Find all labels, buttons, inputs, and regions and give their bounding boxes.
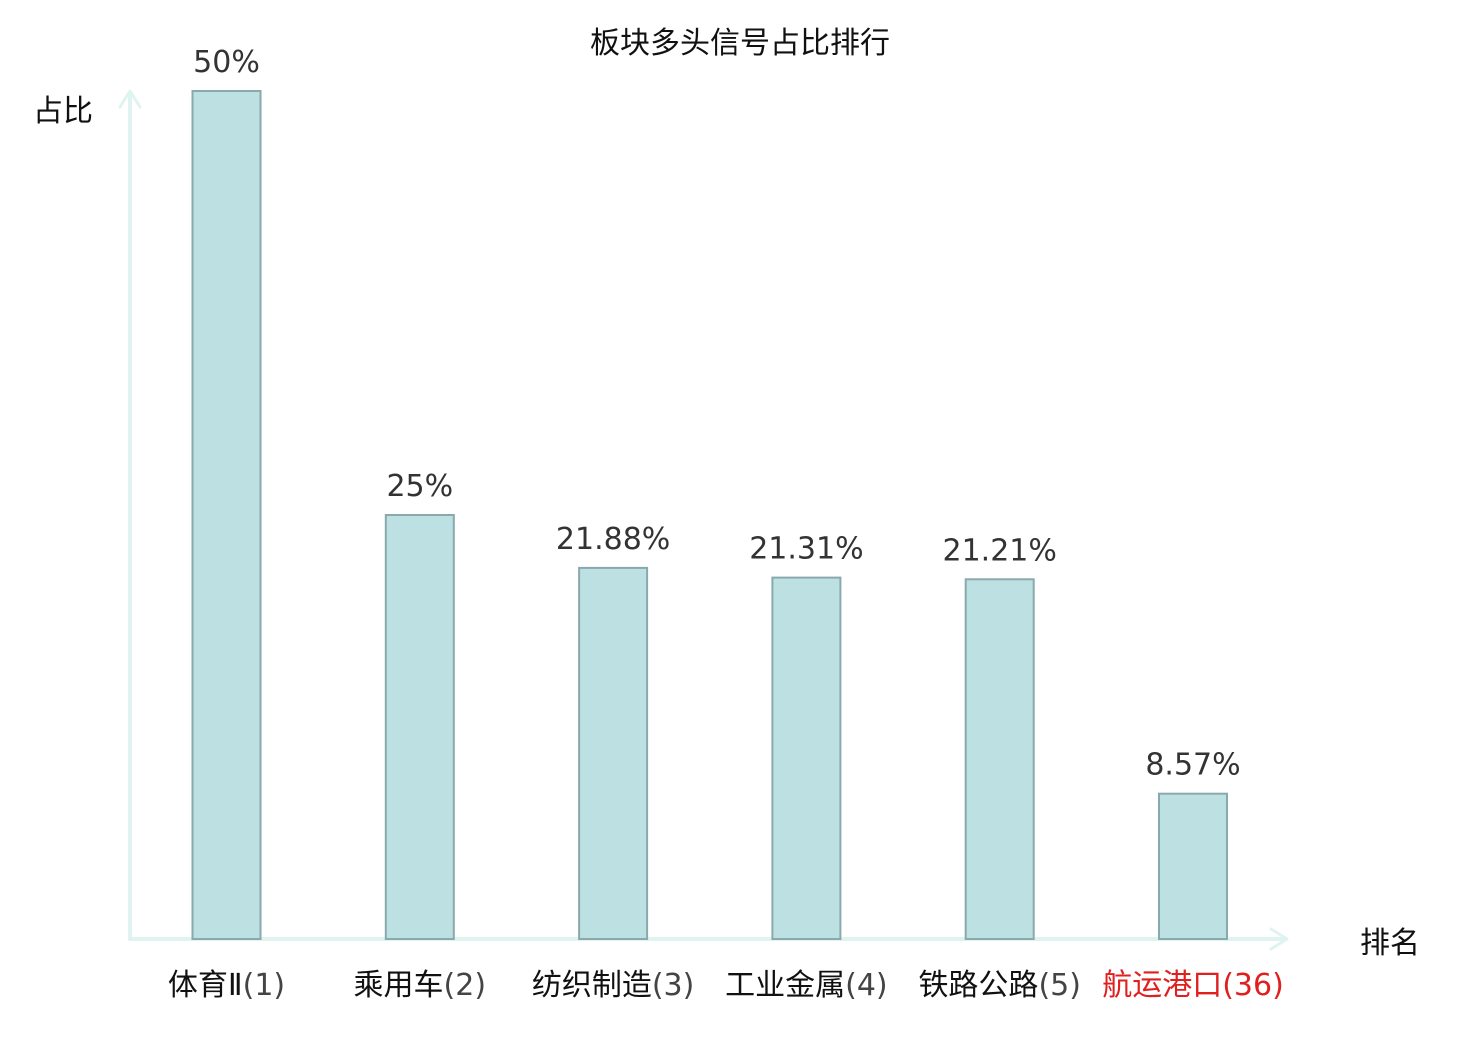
category-label-5: 铁路公路(5) <box>918 968 1080 1003</box>
category-rank-4: (4) <box>845 968 888 1003</box>
category-label-1: 体育Ⅱ(1) <box>168 968 285 1003</box>
value-label-1: 50% <box>193 45 260 80</box>
bar-2 <box>384 514 455 940</box>
chart-title: 板块多头信号占比排行 <box>590 26 890 61</box>
bar-1 <box>191 90 262 940</box>
category-label-4: 工业金属(4) <box>725 968 888 1003</box>
category-rank-6: (36) <box>1222 968 1284 1003</box>
y-axis-arrowhead <box>118 89 142 109</box>
category-name-4: 工业金属 <box>725 968 845 1003</box>
category-name-5: 铁路公路 <box>918 968 1038 1003</box>
bar-4 <box>771 576 842 940</box>
value-label-5: 21.21% <box>943 533 1057 568</box>
x-axis-arrowhead <box>1269 927 1289 951</box>
category-label-2: 乘用车(2) <box>354 968 487 1003</box>
y-axis-label: 占比 <box>33 94 93 129</box>
category-name-2: 乘用车 <box>354 968 444 1003</box>
value-label-3: 21.88% <box>556 522 670 557</box>
bar-6 <box>1158 792 1228 941</box>
category-rank-3: (3) <box>652 968 695 1003</box>
category-labels-layer: 体育Ⅱ(1) 乘用车(2) 纺织制造(3) 工业金属(4) 铁路公路(5) 航运港口(36… <box>168 968 1284 1003</box>
category-label-6: 航运港口(36) <box>1102 968 1284 1003</box>
category-name-6: 航运港口 <box>1102 968 1222 1003</box>
value-label-6: 8.57% <box>1145 748 1240 783</box>
bar-3 <box>578 566 649 941</box>
x-axis-label: 排名 <box>1360 926 1420 961</box>
category-label-3: 纺织制造(3) <box>532 968 695 1003</box>
category-rank-5: (5) <box>1038 968 1081 1003</box>
category-rank-1: (1) <box>243 968 286 1003</box>
axes-layer <box>118 89 1289 951</box>
bar-5 <box>964 578 1035 940</box>
value-label-4: 21.31% <box>749 532 863 567</box>
category-name-3: 纺织制造 <box>532 968 652 1003</box>
value-label-2: 25% <box>386 469 453 504</box>
bars-layer <box>191 90 1228 941</box>
value-labels-layer: 50% 25% 21.88% 21.31% 21.21% 8.57% <box>193 45 1241 783</box>
category-rank-2: (2) <box>444 968 487 1003</box>
category-name-1: 体育Ⅱ <box>168 968 243 1003</box>
